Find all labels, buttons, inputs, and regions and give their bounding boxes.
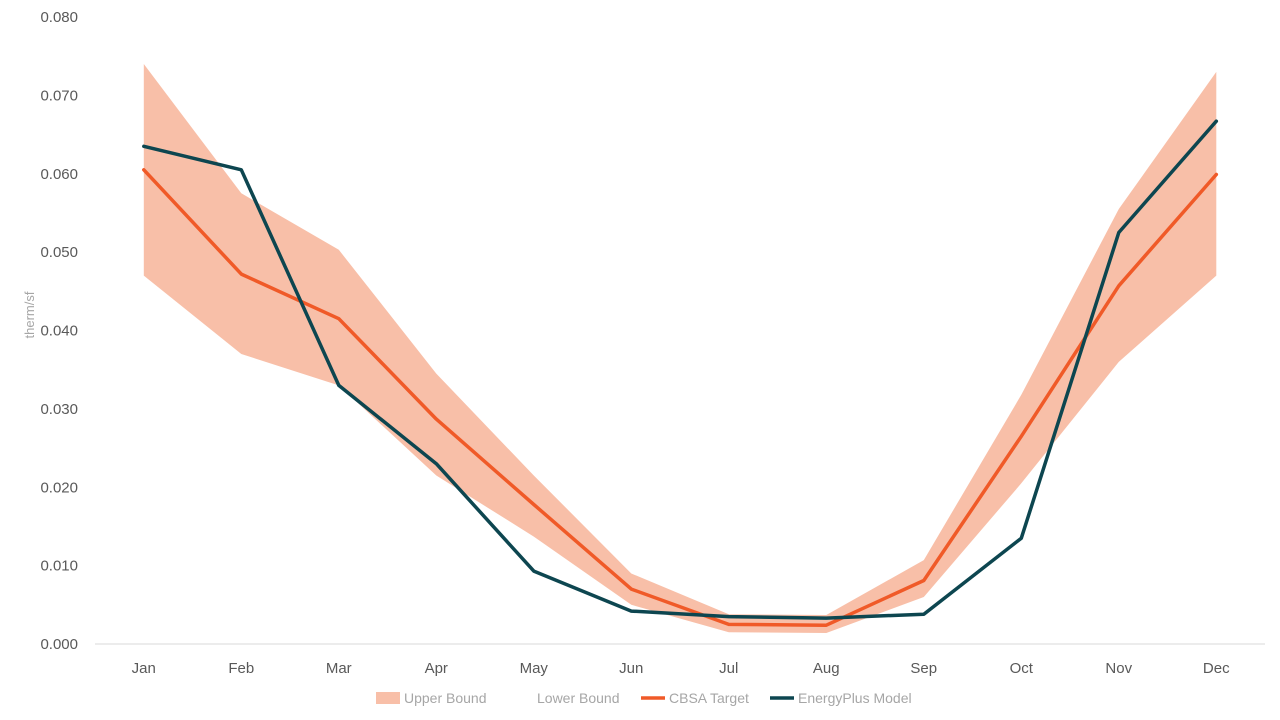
y-tick-label: 0.060 xyxy=(40,166,78,183)
x-tick-label: Mar xyxy=(326,660,352,677)
line-layer xyxy=(142,119,1219,627)
x-tick-label: Jul xyxy=(719,660,738,677)
legend-item-cbsa-target: CBSA Target xyxy=(641,690,749,706)
y-tick-label: 0.070 xyxy=(40,87,78,104)
legend-label: Lower Bound xyxy=(537,690,620,706)
legend-swatch xyxy=(509,692,533,704)
legend-label: CBSA Target xyxy=(669,690,749,706)
y-axis-title: therm/sf xyxy=(22,291,37,338)
legend-item-lower-bound: Lower Bound xyxy=(509,690,620,706)
x-tick-label: Oct xyxy=(1010,660,1034,677)
y-tick-label: 0.030 xyxy=(40,401,78,418)
legend-label: Upper Bound xyxy=(404,690,487,706)
x-tick-label: Sep xyxy=(910,660,937,677)
series-line-cbsa-target xyxy=(142,168,1219,627)
legend-item-energyplus-model: EnergyPlus Model xyxy=(770,690,912,706)
y-tick-label: 0.020 xyxy=(40,479,78,496)
y-tick-label: 0.080 xyxy=(40,9,78,26)
x-tick-label: Feb xyxy=(228,660,254,677)
x-tick-label: Nov xyxy=(1105,660,1132,677)
y-axis-ticks: 0.000 0.010 0.020 0.030 0.040 0.050 0.060 0.070… xyxy=(40,9,78,653)
legend-swatch xyxy=(376,692,400,704)
bound-band xyxy=(143,64,1217,633)
y-tick-label: 0.050 xyxy=(40,244,78,261)
x-tick-label: Jun xyxy=(619,660,643,677)
x-axis-ticks: Jan Feb Mar Apr May Jun Jul Aug Sep Oct Nov Dec xyxy=(132,660,1230,677)
y-tick-label: 0.010 xyxy=(40,558,78,575)
y-tick-label: 0.000 xyxy=(40,636,78,653)
legend-item-upper-bound: Upper Bound xyxy=(376,690,487,706)
x-tick-label: May xyxy=(520,660,549,677)
x-tick-label: Aug xyxy=(813,660,840,677)
band-layer xyxy=(143,64,1217,633)
x-tick-label: Apr xyxy=(425,660,448,677)
legend: Upper Bound Lower Bound CBSA Target EnergyP… xyxy=(376,690,912,706)
y-tick-label: 0.040 xyxy=(40,323,78,340)
series-line-energyplus-model xyxy=(142,119,1219,620)
x-tick-label: Dec xyxy=(1203,660,1230,677)
x-tick-label: Jan xyxy=(132,660,156,677)
legend-label: EnergyPlus Model xyxy=(798,690,912,706)
